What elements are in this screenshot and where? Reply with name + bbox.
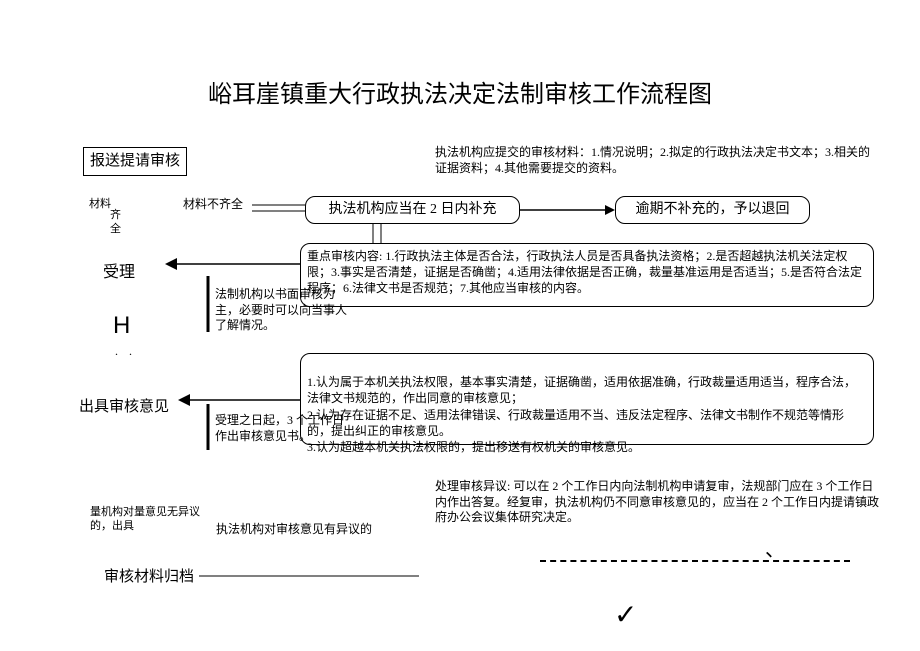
box-opinions: 1.认为属于本机关执法权限，基本事实清楚，证据确凿，适用依据准确，行政裁量适用适… (300, 353, 874, 445)
bar-written (205, 276, 211, 332)
box-supplement-text: 执法机构应当在 2 日内补充 (329, 202, 497, 217)
line-archive (199, 575, 419, 579)
line-incomplete-to-supplement (252, 202, 307, 216)
stage-accept: 受理 (103, 258, 135, 282)
box-supplement: 执法机构应当在 2 日内补充 (305, 196, 520, 224)
branch-complete-2: 全 (110, 222, 121, 236)
dashed-1 (540, 560, 850, 562)
bar-deadline (205, 404, 211, 450)
box-focus: 重点审核内容: 1.行政执法主体是否合法，行政执法人员是否具备执法资格；2.是否… (300, 243, 874, 307)
mark-dots: . . (115, 344, 136, 360)
arrow-supplement-reject (520, 200, 615, 220)
arrow-focus-to-accept (165, 258, 300, 276)
stage-submit-label: 报送提请审核 (90, 153, 180, 169)
arrow-opinions-to-stage3 (178, 394, 300, 412)
branch-incomplete-label: 材料不齐全 (183, 197, 243, 213)
note-deadline: 受理之日起，3 个工作日作出审核意见书。 (215, 413, 355, 444)
note-materials: 执法机构应提交的审核材料：1.情况说明；2.拟定的行政执法决定书文本；3.相关的… (435, 145, 875, 176)
mark-h: H (113, 312, 130, 340)
note-obj: 执法机构对审核意见有异议的 (216, 522, 372, 538)
stage-archive: 审核材料归档 (104, 565, 194, 586)
mark-comma: 、 (765, 533, 785, 562)
note-dispute: 处理审核异议: 可以在 2 个工作日内向法制机构申请复审，法规部门应在 3 个工… (435, 479, 880, 526)
stage-submit: 报送提请审核 (83, 147, 187, 176)
box-reject-text: 逾期不补充的，予以退回 (636, 202, 790, 217)
flow-title: 峪耳崖镇重大行政执法决定法制审核工作流程图 (0, 74, 920, 109)
mark-tick: ✓ (614, 598, 637, 631)
branch-complete-prefix: 材料 (89, 197, 111, 211)
note-noobj: 量机构对量意见无异议的，出具 (90, 505, 200, 534)
box-opinions-text: 1.认为属于本机关执法权限，基本事实清楚，证据确凿，适用依据准确，行政裁量适用适… (307, 375, 856, 454)
box-focus-text: 重点审核内容: 1.行政执法主体是否合法，行政执法人员是否具备执法资格；2.是否… (307, 249, 862, 295)
lines-supplement-down (370, 224, 386, 244)
note-written: 法制机构以书面审核为主，必要时可以向当事人了解情况。 (215, 287, 350, 334)
stage-opinion: 出具审核意见 (79, 395, 169, 416)
branch-complete-1: 齐 (110, 208, 121, 222)
box-reject: 逾期不补充的，予以退回 (615, 196, 810, 224)
